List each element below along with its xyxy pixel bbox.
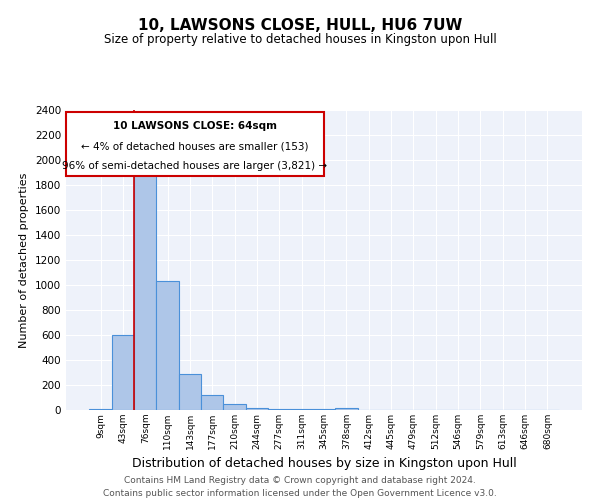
Text: Contains HM Land Registry data © Crown copyright and database right 2024.
Contai: Contains HM Land Registry data © Crown c… <box>103 476 497 498</box>
Bar <box>157 281 179 410</box>
Text: ← 4% of detached houses are smaller (153): ← 4% of detached houses are smaller (153… <box>81 142 309 152</box>
Bar <box>134 176 157 410</box>
FancyBboxPatch shape <box>66 112 324 176</box>
Bar <box>246 408 268 410</box>
Text: Size of property relative to detached houses in Kingston upon Hull: Size of property relative to detached ho… <box>104 32 496 46</box>
Bar <box>223 404 246 410</box>
Y-axis label: Number of detached properties: Number of detached properties <box>19 172 29 348</box>
Bar <box>268 409 290 410</box>
Text: 10 LAWSONS CLOSE: 64sqm: 10 LAWSONS CLOSE: 64sqm <box>113 120 277 130</box>
Bar <box>89 408 112 410</box>
Bar <box>201 395 223 410</box>
Bar <box>335 408 358 410</box>
Bar <box>112 335 134 410</box>
X-axis label: Distribution of detached houses by size in Kingston upon Hull: Distribution of detached houses by size … <box>131 458 517 470</box>
Text: 10, LAWSONS CLOSE, HULL, HU6 7UW: 10, LAWSONS CLOSE, HULL, HU6 7UW <box>138 18 462 32</box>
Text: 96% of semi-detached houses are larger (3,821) →: 96% of semi-detached houses are larger (… <box>62 160 328 170</box>
Bar <box>179 374 201 410</box>
